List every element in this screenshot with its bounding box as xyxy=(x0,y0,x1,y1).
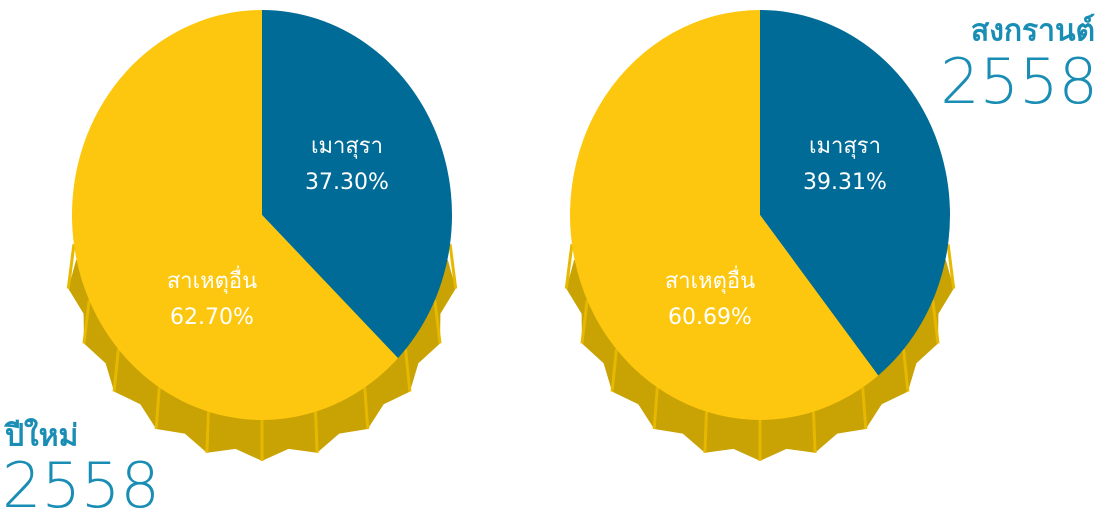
slice-category: สาเหตุอื่น xyxy=(665,265,755,294)
chart-title: สงกรานต์ xyxy=(971,14,1095,49)
slice-value-label: 62.70% xyxy=(170,305,254,330)
slice-category: เมาสุรา xyxy=(809,134,881,159)
cap-ridge xyxy=(814,412,816,453)
infographic: ปีใหม่ 2558 สงกรานต์ 2558 เมาสุรา37.30%ส… xyxy=(0,0,1105,519)
slice-value-label: 39.31% xyxy=(803,170,887,195)
slice-category: เมาสุรา xyxy=(311,134,383,159)
slice-value-label: 60.69% xyxy=(668,305,752,330)
cap-ridge xyxy=(705,412,707,453)
cap-ridge xyxy=(316,412,318,453)
chart-subtitle: 2558 xyxy=(940,45,1098,118)
chart-subtitle: 2558 xyxy=(2,449,160,519)
slice-category: สาเหตุอื่น xyxy=(167,265,257,294)
slice-value-label: 37.30% xyxy=(305,170,389,195)
cap-ridge xyxy=(207,412,209,453)
